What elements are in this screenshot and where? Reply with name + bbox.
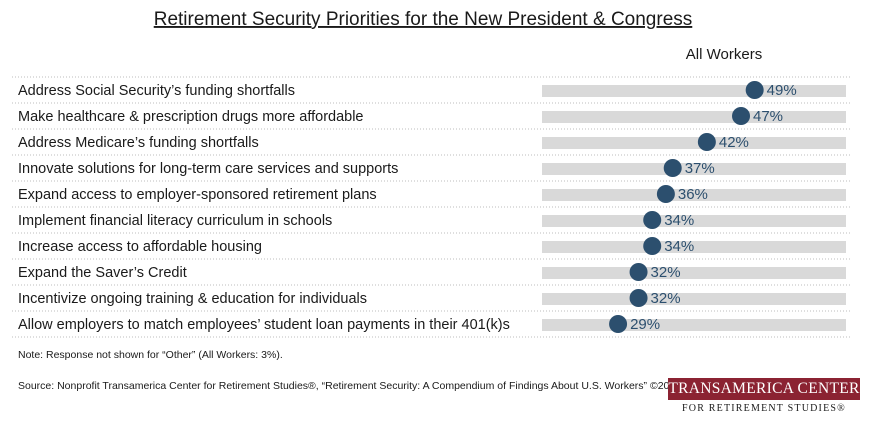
data-point: [697, 133, 716, 151]
data-point: [643, 237, 662, 255]
category-label: Allow employers to match employees’ stud…: [18, 317, 510, 333]
track-bar: [542, 85, 846, 97]
value-label: 37%: [685, 160, 715, 177]
category-label: Make healthcare & prescription drugs mor…: [18, 109, 364, 125]
category-label: Incentivize ongoing training & education…: [18, 291, 367, 307]
category-label: Implement financial literacy curriculum …: [18, 213, 332, 229]
data-point: [609, 315, 628, 333]
chart-source: Source: Nonprofit Transamerica Center fo…: [18, 380, 684, 392]
category-label: Address Medicare’s funding shortfalls: [18, 135, 259, 151]
track-bar: [542, 111, 846, 123]
value-label: 47%: [753, 108, 783, 125]
category-label: Address Social Security’s funding shortf…: [18, 83, 295, 99]
data-point: [643, 211, 662, 229]
value-label: 36%: [678, 186, 708, 203]
category-label: Increase access to affordable housing: [18, 239, 262, 255]
track-bar: [542, 293, 846, 305]
chart-note: Note: Response not shown for “Other” (Al…: [18, 349, 283, 361]
track-bar: [542, 163, 846, 175]
value-label: 42%: [719, 134, 749, 151]
logo-top-text: TRANSAMERICA CENTER: [668, 378, 860, 400]
track-bar: [542, 241, 846, 253]
category-label: Expand access to employer-sponsored reti…: [18, 187, 377, 203]
value-label: 34%: [664, 212, 694, 229]
data-point: [656, 185, 675, 203]
track-bar: [542, 215, 846, 227]
category-label: Innovate solutions for long-term care se…: [18, 161, 398, 177]
chart-title: Retirement Security Priorities for the N…: [154, 9, 693, 30]
track-bar: [542, 319, 846, 331]
transamerica-logo: TRANSAMERICA CENTER FOR RETIREMENT STUDI…: [668, 378, 860, 414]
category-label: Expand the Saver’s Credit: [18, 265, 187, 281]
value-label: 49%: [767, 82, 797, 99]
value-label: 32%: [651, 264, 681, 281]
data-point: [629, 263, 648, 281]
track-bar: [542, 137, 846, 149]
value-label: 29%: [630, 316, 660, 333]
value-label: 34%: [664, 238, 694, 255]
data-point: [663, 159, 682, 177]
series-label: All Workers: [686, 46, 762, 63]
value-label: 32%: [651, 290, 681, 307]
track-bar: [542, 267, 846, 279]
track-bar: [542, 189, 846, 201]
logo-bottom-text: FOR RETIREMENT STUDIES®: [682, 403, 846, 414]
data-point: [745, 81, 764, 99]
data-point: [629, 289, 648, 307]
data-point: [732, 107, 751, 125]
